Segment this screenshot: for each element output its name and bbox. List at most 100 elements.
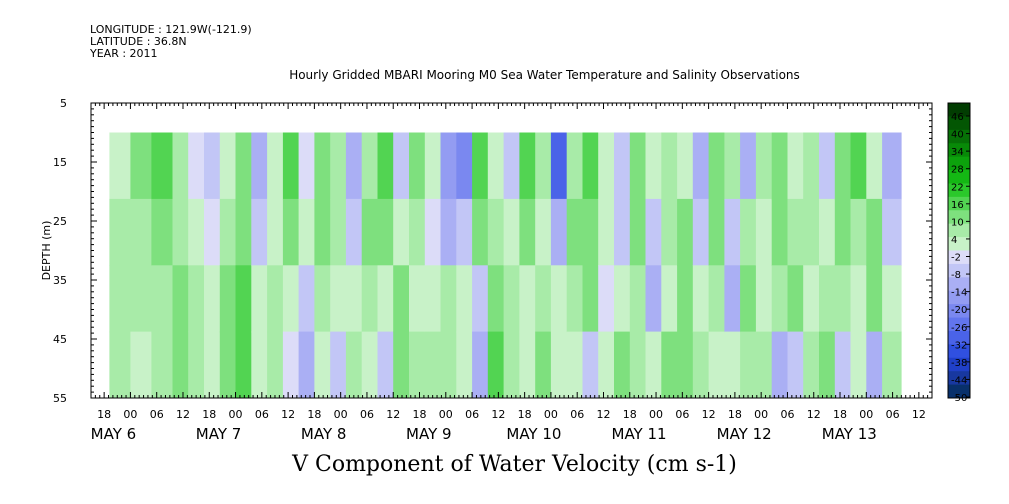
- heatmap-cell: [882, 198, 902, 266]
- heatmap-cell: [629, 331, 647, 398]
- colorbar-label: 4: [951, 235, 957, 246]
- x-hour-label: 12: [491, 408, 505, 421]
- heatmap-cell: [251, 265, 268, 333]
- x-hour-label: 12: [176, 408, 190, 421]
- heatmap-cell: [645, 331, 662, 398]
- heatmap-cell: [440, 198, 457, 266]
- x-day-label: MAY 11: [612, 425, 667, 443]
- heatmap-cell: [330, 331, 347, 398]
- colorbar-frame: [947, 102, 971, 399]
- heatmap-cell: [151, 265, 173, 333]
- x-hour-label: 00: [754, 408, 768, 421]
- heatmap-cell: [267, 265, 284, 333]
- heatmap-cell: [708, 132, 725, 200]
- colorbar-swatch: [948, 290, 970, 305]
- heatmap-cell: [424, 198, 442, 266]
- location-metadata: LONGITUDE : 121.9W(-121.9) LATITUDE : 36…: [90, 24, 252, 60]
- x-hour-label: 18: [833, 408, 847, 421]
- heatmap-cell: [787, 331, 804, 398]
- heatmap-cell: [109, 265, 131, 333]
- heatmap-cell: [614, 198, 631, 266]
- heatmap-cell: [819, 265, 836, 333]
- heatmap-cell: [771, 198, 789, 266]
- colorbar-swatch: [948, 371, 970, 385]
- colorbar-label: 10: [951, 217, 964, 228]
- heatmap-cell: [109, 132, 131, 200]
- heatmap-cell: [377, 265, 394, 333]
- heatmap-cell: [330, 198, 347, 266]
- heatmap-cell: [487, 331, 505, 398]
- heatmap-cell: [866, 198, 883, 266]
- heatmap-cell: [409, 265, 426, 333]
- heatmap-cell: [472, 331, 489, 398]
- heatmap-cell: [172, 331, 189, 398]
- heatmap-cell: [645, 198, 662, 266]
- colorbar-label: -20: [951, 305, 967, 316]
- heatmap-cell: [267, 198, 284, 266]
- heatmap-cell: [393, 331, 410, 398]
- heatmap-cell: [535, 331, 552, 398]
- heatmap-cell: [629, 132, 647, 200]
- heatmap-cell: [472, 198, 489, 266]
- heatmap-cell: [282, 265, 300, 333]
- heatmap-cell: [677, 331, 694, 398]
- heatmap-cell: [850, 132, 867, 200]
- heatmap-cell: [314, 331, 331, 398]
- heatmap-cell: [377, 331, 394, 398]
- heatmap-cell: [566, 132, 584, 200]
- heatmap-cell: [755, 132, 773, 200]
- heatmap-cell: [487, 132, 505, 200]
- y-axis-label: DEPTH (m): [40, 221, 53, 281]
- heatmap-cell: [503, 331, 520, 398]
- heatmap-cell: [204, 331, 221, 398]
- x-hour-label: 12: [702, 408, 716, 421]
- heatmap-cell: [487, 198, 505, 266]
- heatmap-cell: [330, 265, 347, 333]
- heatmap-cell: [834, 265, 852, 333]
- heatmap-cell: [866, 331, 883, 398]
- heatmap-cell: [519, 198, 536, 266]
- x-hour-label: 18: [202, 408, 216, 421]
- heatmap-cell: [692, 265, 710, 333]
- colorbar-swatch: [948, 330, 970, 345]
- heatmap-cell: [172, 132, 189, 200]
- heatmap-cell: [535, 265, 552, 333]
- heatmap-cell: [204, 265, 221, 333]
- x-day-label: MAY 6: [91, 425, 137, 443]
- x-hour-label: 06: [360, 408, 374, 421]
- heatmap-cell: [519, 265, 536, 333]
- heatmap-cell: [819, 132, 836, 200]
- x-day-label: MAY 7: [196, 425, 242, 443]
- y-tick-label: 55: [53, 392, 67, 405]
- colorbar-label: -38: [951, 358, 967, 369]
- heatmap-cell: [130, 331, 152, 398]
- x-hour-label: 12: [386, 408, 400, 421]
- x-day-label: MAY 10: [506, 425, 561, 443]
- x-day-label: MAY 8: [301, 425, 347, 443]
- colorbar-label: -32: [951, 340, 967, 351]
- colorbar-swatch: [948, 357, 970, 372]
- heatmap-cell: [298, 198, 315, 266]
- heatmap-cell: [692, 132, 710, 200]
- heatmap-cell: [345, 132, 363, 200]
- heatmap-cell: [677, 198, 694, 266]
- y-tick-label: 5: [60, 97, 67, 110]
- heatmap-cell: [850, 265, 867, 333]
- x-day-label: MAY 9: [406, 425, 452, 443]
- heatmap-cell: [151, 331, 173, 398]
- y-tick-label: 25: [53, 215, 67, 228]
- x-hour-label: 06: [570, 408, 584, 421]
- x-hour-label: 00: [649, 408, 663, 421]
- heatmap-cell: [188, 198, 205, 266]
- heatmap-cell: [882, 265, 902, 333]
- heatmap-cell: [472, 132, 489, 200]
- chart-caption: V Component of Water Velocity (cm s-1): [292, 452, 737, 477]
- heatmap-cell: [834, 132, 852, 200]
- heatmap-cell: [882, 331, 902, 398]
- heatmap-cell: [582, 198, 599, 266]
- heatmap-cell: [645, 265, 662, 333]
- x-hour-label: 18: [97, 408, 111, 421]
- heatmap-cell: [251, 132, 268, 200]
- heatmap-cell: [850, 198, 867, 266]
- heatmap-cell: [519, 331, 536, 398]
